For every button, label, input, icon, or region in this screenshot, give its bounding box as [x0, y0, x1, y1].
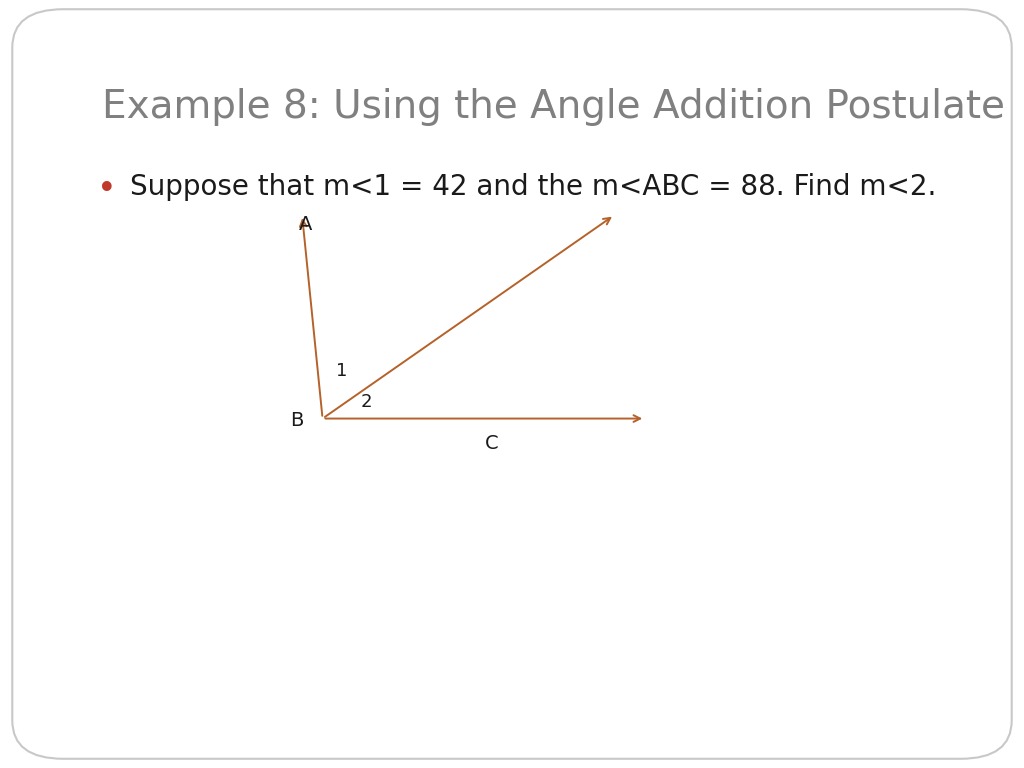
- Text: B: B: [290, 412, 303, 430]
- FancyBboxPatch shape: [12, 9, 1012, 759]
- Text: 2: 2: [360, 393, 372, 411]
- Text: C: C: [484, 434, 499, 453]
- Text: 1: 1: [336, 362, 347, 380]
- Text: A: A: [299, 215, 312, 234]
- Text: Example 8: Using the Angle Addition Postulate: Example 8: Using the Angle Addition Post…: [102, 88, 1006, 126]
- Text: •: •: [97, 173, 117, 206]
- Text: Suppose that m<1 = 42 and the m<ABC = 88. Find m<2.: Suppose that m<1 = 42 and the m<ABC = 88…: [130, 173, 936, 200]
